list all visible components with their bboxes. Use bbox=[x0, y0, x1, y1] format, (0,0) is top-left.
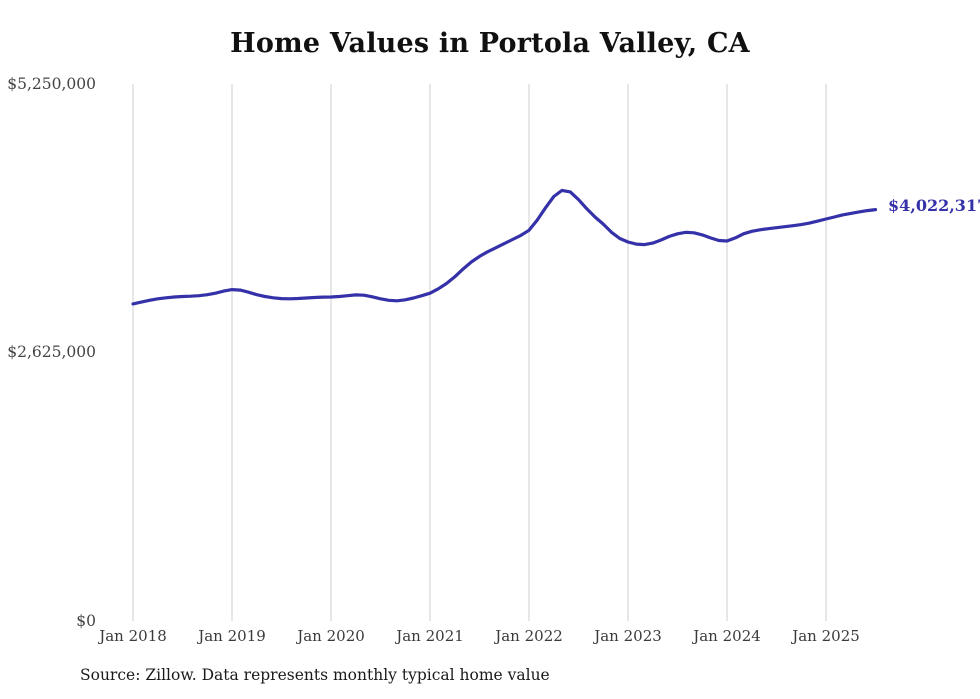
x-axis-tick-label: Jan 2020 bbox=[297, 627, 365, 645]
x-axis-tick-label: Jan 2021 bbox=[396, 627, 464, 645]
x-axis-tick-label: Jan 2022 bbox=[495, 627, 563, 645]
x-axis-tick-label: Jan 2018 bbox=[99, 627, 167, 645]
x-axis-tick-label: Jan 2024 bbox=[693, 627, 761, 645]
x-axis-tick-label: Jan 2025 bbox=[792, 627, 860, 645]
x-axis-tick-label: Jan 2019 bbox=[198, 627, 266, 645]
y-axis-tick-label: $5,250,000 bbox=[7, 75, 96, 93]
chart-title: Home Values in Portola Valley, CA bbox=[230, 28, 750, 59]
y-axis-tick-label: $2,625,000 bbox=[7, 343, 96, 361]
latest-value-label: $4,022,317 bbox=[888, 196, 980, 215]
source-note: Source: Zillow. Data represents monthly … bbox=[80, 666, 550, 684]
x-axis-tick-label: Jan 2023 bbox=[594, 627, 662, 645]
y-axis-tick-label: $0 bbox=[76, 612, 96, 630]
